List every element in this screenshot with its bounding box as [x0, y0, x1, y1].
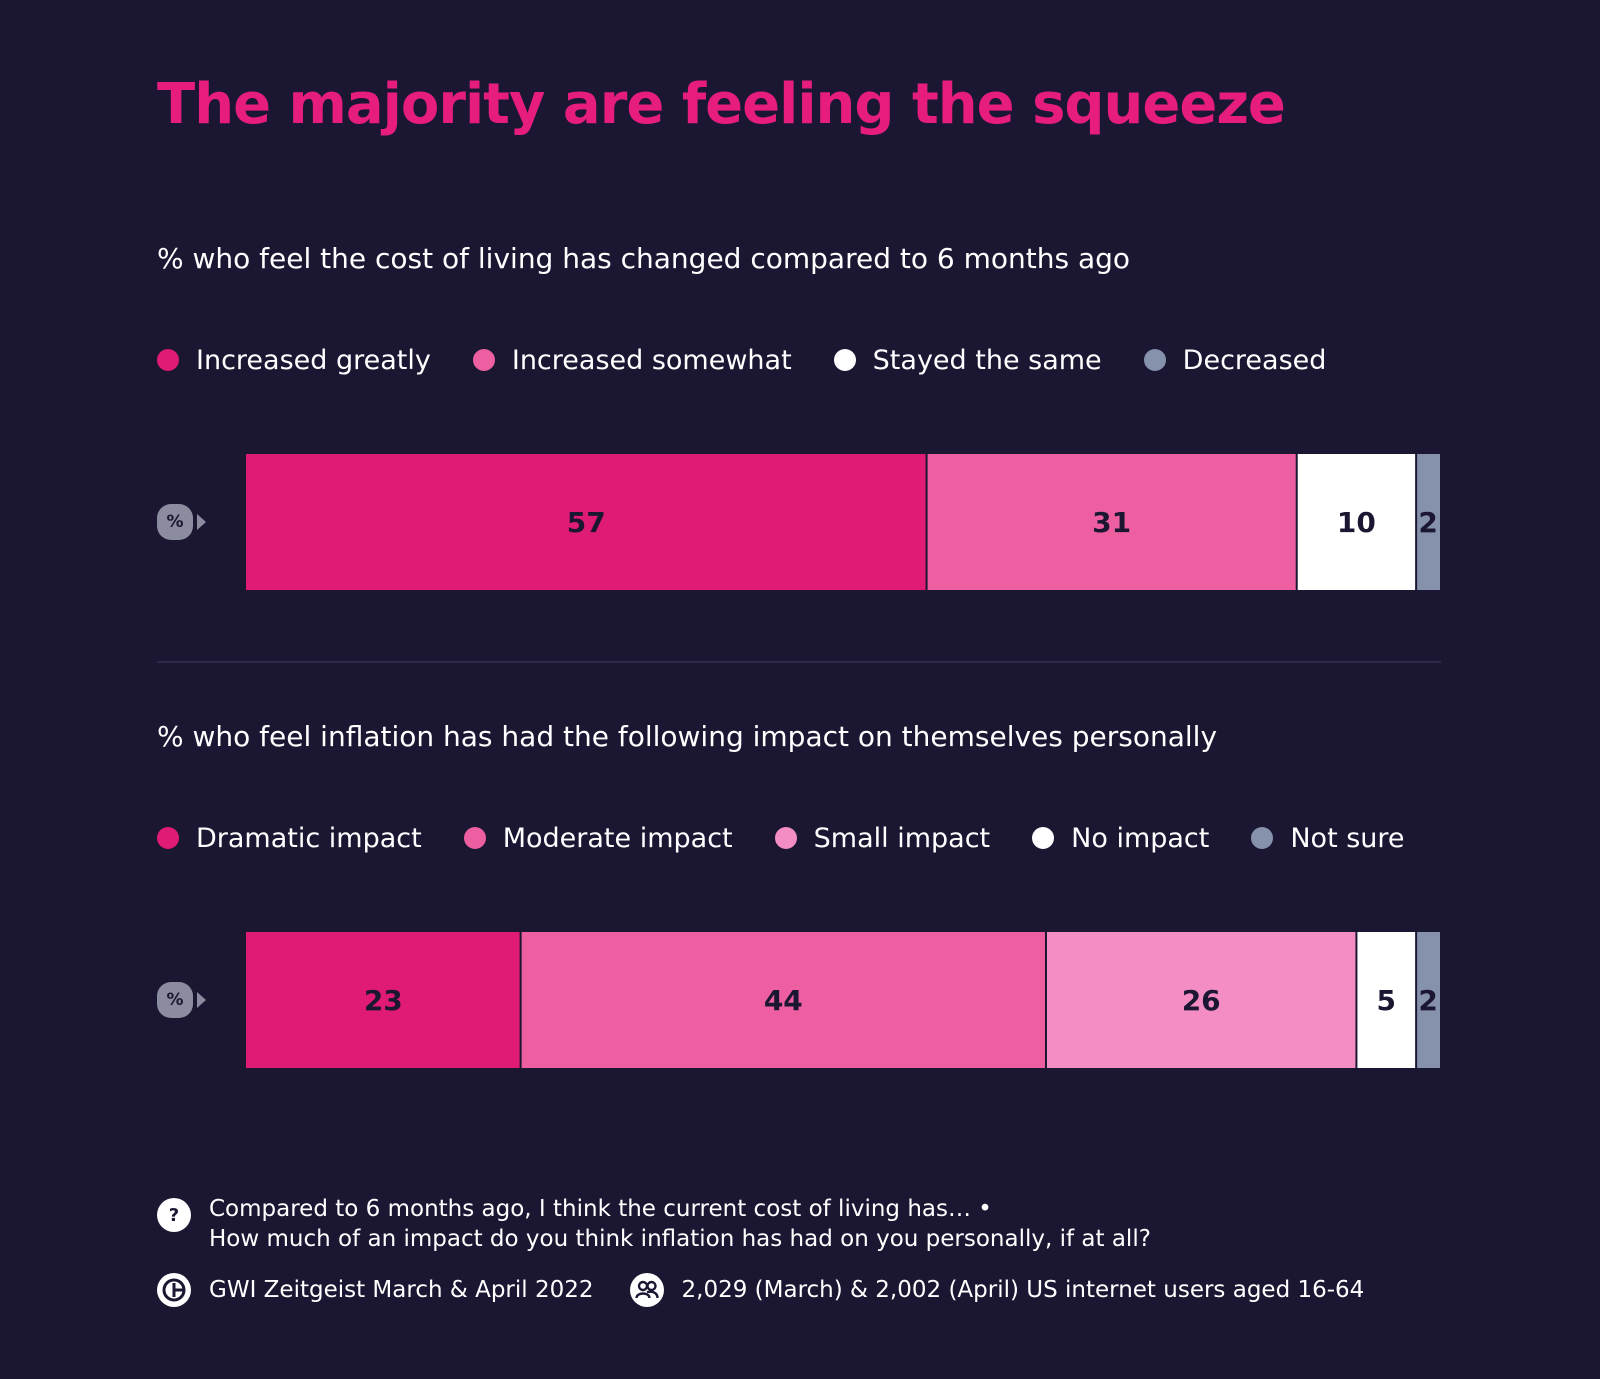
legend-item: Increased somewhat	[472, 344, 792, 376]
legend-item: Not sure	[1251, 822, 1405, 854]
people-icon	[629, 1273, 664, 1307]
question-line-1: Compared to 6 months ago, I think the cu…	[209, 1196, 992, 1222]
bar-value-label: 5	[1377, 984, 1396, 1017]
section-divider	[157, 661, 1441, 663]
bar-segment	[521, 932, 1045, 1068]
legend-item: Moderate impact	[463, 822, 733, 854]
legend-item: No impact	[1032, 823, 1209, 854]
legend-label: Increased greatly	[196, 344, 431, 376]
chart-2-legend: Dramatic impact Moderate impact Small impa…	[157, 818, 1447, 858]
bar-segment	[1417, 454, 1440, 590]
question-line-2: How much of an impact do you think infla…	[209, 1226, 1151, 1252]
bar-segment	[246, 932, 520, 1068]
legend-label: Decreased	[1182, 344, 1327, 376]
legend-swatch	[1032, 827, 1055, 849]
legend-swatch	[833, 349, 856, 371]
bar-value-label: 31	[1092, 506, 1131, 539]
question-text: Compared to 6 months ago, I think the cu…	[209, 1194, 1151, 1254]
legend-swatch	[1143, 349, 1166, 371]
chart-2-bar: 23 44 26 5 2	[244, 930, 1442, 1070]
chart-2-row-label: %	[157, 982, 209, 1018]
legend-label: Not sure	[1290, 822, 1405, 854]
legend-swatch	[1251, 827, 1274, 849]
chart-1-legend: Increased greatly Increased somewhat Staye…	[157, 340, 1368, 380]
page-title: The majority are feeling the squeeze	[157, 72, 1286, 137]
legend-item: Small impact	[774, 822, 991, 854]
bar-segment	[927, 454, 1296, 590]
legend-label: Stayed the same	[872, 344, 1102, 376]
legend-label: Dramatic impact	[196, 822, 422, 854]
legend-swatch	[472, 349, 495, 371]
bar-value-label: 23	[364, 984, 403, 1017]
legend-swatch	[157, 349, 179, 371]
gwi-logo-icon	[157, 1273, 191, 1307]
chart-1-row-label: %	[157, 504, 209, 540]
bar-segment	[1417, 932, 1440, 1068]
bar-value-label: 26	[1182, 984, 1221, 1017]
bar-segment	[1046, 932, 1356, 1068]
legend-label: Moderate impact	[502, 822, 733, 854]
chart-1-bar: 57 31 10 2	[244, 452, 1442, 592]
legend-label: No impact	[1071, 822, 1210, 854]
legend-swatch	[774, 827, 797, 849]
question-icon: ?	[157, 1198, 191, 1232]
chart-2-title: % who feel inflation has had the followi…	[157, 720, 1218, 753]
bar-segment	[246, 454, 926, 590]
sample-text: 2,029 (March) & 2,002 (April) US interne…	[681, 1277, 1365, 1303]
bar-value-label: 44	[764, 984, 803, 1017]
bar-segment	[1357, 932, 1416, 1068]
legend-swatch	[157, 827, 179, 849]
chart-1-title: % who feel the cost of living has change…	[157, 242, 1131, 275]
legend-label: Small impact	[813, 822, 991, 854]
source-text: GWI Zeitgeist March & April 2022	[209, 1277, 594, 1303]
bar-segment	[1297, 454, 1416, 590]
legend-item: Stayed the same	[833, 344, 1102, 376]
bar-value-label: 57	[567, 506, 606, 539]
legend-swatch	[463, 827, 486, 849]
bar-value-label: 2	[1418, 984, 1437, 1017]
source-row: GWI Zeitgeist March & April 2022 2,029 (…	[157, 1272, 1400, 1308]
percent-badge-icon: %	[157, 982, 193, 1018]
bar-value-label: 10	[1337, 506, 1376, 539]
legend-label: Increased somewhat	[511, 344, 792, 376]
legend-item: Dramatic impact	[157, 823, 422, 854]
caret-right-icon	[197, 992, 206, 1008]
percent-badge-icon: %	[157, 504, 193, 540]
caret-right-icon	[197, 514, 206, 530]
legend-item: Increased greatly	[157, 345, 431, 376]
bar-value-label: 2	[1418, 506, 1437, 539]
legend-item: Decreased	[1143, 344, 1327, 376]
